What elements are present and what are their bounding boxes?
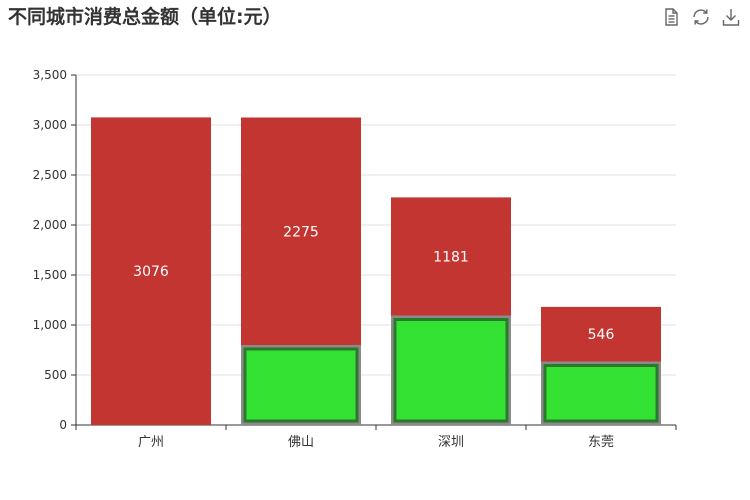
x-tick-label: 广州 [138,435,164,450]
y-tick-label: 0 [59,418,67,432]
chart-title: 不同城市消费总金额（单位:元） [8,6,282,28]
data-label: 3076 [133,264,169,280]
x-tick-label: 佛山 [288,435,314,450]
bar-segment [91,117,211,426]
x-tick-label: 深圳 [438,435,464,450]
y-tick-label: 3,000 [33,118,67,132]
data-label: 546 [588,327,615,343]
save-image-icon[interactable] [720,6,742,28]
y-tick-label: 2,500 [33,168,67,182]
y-tick-label: 2,000 [33,218,67,232]
data-view-icon[interactable] [660,6,682,28]
restore-icon[interactable] [690,6,712,28]
y-tick-label: 500 [44,368,67,382]
bar-segment [243,347,359,423]
y-tick-label: 1,500 [33,268,67,282]
bar-segment [241,117,361,345]
y-tick-label: 3,500 [33,68,67,82]
y-tick-label: 1,000 [33,318,67,332]
x-tick-label: 东莞 [588,435,614,450]
toolbox [660,6,742,28]
bar-segment [543,364,659,423]
bar-segment [391,197,511,316]
bar-segment [393,318,509,423]
data-label: 2275 [283,224,319,240]
bar-segment [541,306,661,362]
data-label: 1181 [433,249,469,265]
